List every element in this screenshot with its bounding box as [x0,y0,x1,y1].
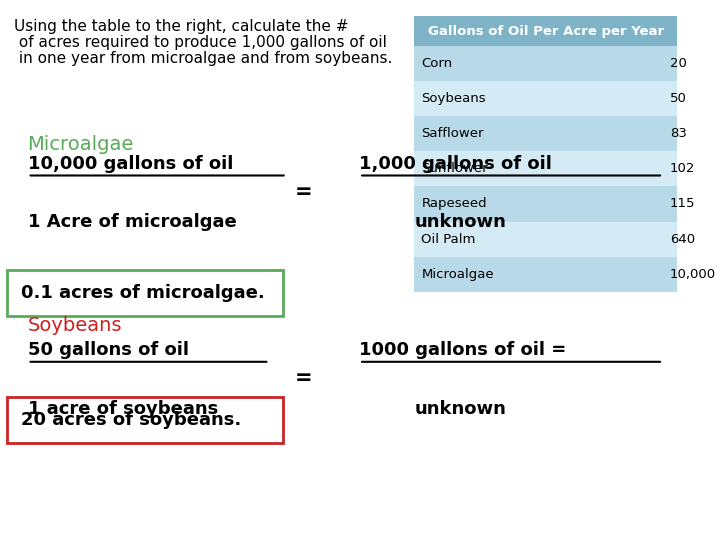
Text: 50: 50 [670,92,687,105]
Text: =: = [295,368,312,388]
Text: 1000 gallons of oil =: 1000 gallons of oil = [359,341,567,359]
Text: Microalgae: Microalgae [27,135,134,154]
FancyBboxPatch shape [415,186,677,221]
Text: Oil Palm: Oil Palm [421,233,476,246]
Text: 102: 102 [670,163,696,176]
Text: 115: 115 [670,198,696,211]
Text: Rapeseed: Rapeseed [421,198,487,211]
Text: Soybeans: Soybeans [27,316,122,335]
Text: 20 acres of soybeans.: 20 acres of soybeans. [21,411,241,429]
Text: 10,000 gallons of oil: 10,000 gallons of oil [27,155,233,173]
Text: 0.1 acres of microalgae.: 0.1 acres of microalgae. [21,284,264,302]
Text: 20: 20 [670,57,687,70]
Text: unknown: unknown [415,213,506,231]
Text: in one year from microalgae and from soybeans.: in one year from microalgae and from soy… [14,51,392,66]
Text: Using the table to the right, calculate the #: Using the table to the right, calculate … [14,19,348,34]
FancyBboxPatch shape [7,397,283,443]
Text: 1 acre of soybeans: 1 acre of soybeans [27,400,218,417]
FancyBboxPatch shape [415,256,677,292]
Text: 10,000: 10,000 [670,268,716,281]
Text: 1 Acre of microalgae: 1 Acre of microalgae [27,213,236,231]
Text: 640: 640 [670,233,695,246]
FancyBboxPatch shape [415,16,677,46]
Text: 1,000 gallons of oil: 1,000 gallons of oil [359,155,552,173]
Text: =: = [295,181,312,202]
Text: 83: 83 [670,127,687,140]
Text: unknown: unknown [415,400,506,417]
Text: Corn: Corn [421,57,452,70]
FancyBboxPatch shape [415,116,677,151]
Text: Soybeans: Soybeans [421,92,486,105]
FancyBboxPatch shape [415,46,677,81]
Text: Microalgae: Microalgae [421,268,494,281]
Text: of acres required to produce 1,000 gallons of oil: of acres required to produce 1,000 gallo… [14,35,387,50]
FancyBboxPatch shape [415,221,677,256]
Text: Gallons of Oil Per Acre per Year: Gallons of Oil Per Acre per Year [428,25,664,38]
Text: Safflower: Safflower [421,127,484,140]
FancyBboxPatch shape [415,81,677,116]
FancyBboxPatch shape [415,151,677,186]
Text: Sunflower: Sunflower [421,163,488,176]
FancyBboxPatch shape [7,270,283,316]
Text: 50 gallons of oil: 50 gallons of oil [27,341,195,359]
